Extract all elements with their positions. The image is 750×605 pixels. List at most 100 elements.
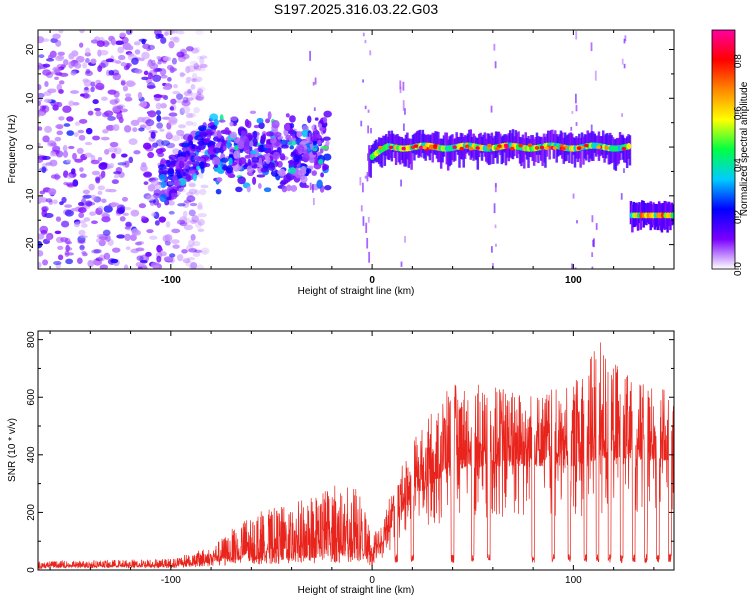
spectrogram-blob	[173, 84, 178, 89]
spectrogram-blob	[258, 157, 263, 165]
spectrogram-blob	[167, 200, 175, 206]
colorbar-bar	[711, 29, 736, 270]
spectrogram-blob	[158, 164, 167, 170]
snr-ylabel: SNR (10 * v/v)	[7, 418, 18, 482]
spectrogram-blob	[195, 220, 203, 229]
spectrogram-blob	[168, 112, 178, 117]
spectrogram-blob	[186, 65, 196, 73]
spectrogram-blob	[156, 255, 162, 263]
spectrogram-blob	[55, 150, 64, 158]
spectrogram-blob	[142, 172, 152, 177]
spectrogram-blob	[53, 260, 62, 266]
spectrogram-blob	[85, 200, 93, 207]
spectrogram-streak	[364, 39, 367, 44]
spectrogram-streak	[620, 193, 623, 200]
spectrogram-blob	[181, 99, 191, 107]
spectrogram-blob	[190, 92, 199, 100]
spectrogram-blob	[116, 204, 126, 212]
spectrogram-blob	[38, 142, 41, 147]
spectrogram-blob	[141, 38, 146, 45]
spectrogram-peak	[388, 145, 394, 150]
spectrogram-blob	[122, 212, 130, 216]
spectrogram-streak	[490, 246, 493, 253]
y-tick-label: 0	[25, 144, 36, 150]
spectrogram-blob	[196, 90, 202, 97]
spectrogram-blob	[207, 146, 216, 155]
spectrogram-blob	[108, 162, 115, 169]
spectrogram-blob	[137, 91, 143, 100]
spectrogram-blob	[317, 123, 322, 128]
spectrogram-blob	[79, 244, 85, 251]
spectrogram-band-halo	[625, 136, 629, 169]
spectrogram-blob	[188, 209, 196, 217]
spectrogram-blob	[171, 228, 181, 234]
spectrogram-blob	[147, 151, 155, 159]
spectrogram-blob	[104, 149, 109, 155]
spectrogram-blob	[49, 71, 59, 75]
spectrogram-band-halo	[616, 137, 619, 166]
spectrogram-band-halo	[569, 132, 573, 152]
spectrogram-band-halo	[517, 131, 520, 155]
spectrogram-band-halo	[408, 138, 412, 165]
spectrogram-blob	[85, 47, 91, 55]
spectrogram-blob	[151, 212, 157, 217]
spectrogram-band-halo	[458, 136, 461, 168]
spectrogram-blob	[173, 179, 181, 187]
spectrogram-blob	[61, 196, 67, 204]
spectrogram-blob	[300, 175, 308, 184]
spectrogram-blob	[194, 65, 202, 71]
spectrogram-streak	[399, 80, 402, 90]
spectrogram-blob	[228, 157, 233, 166]
spectrogram-blob	[111, 116, 117, 121]
spectrogram-blob	[130, 119, 140, 126]
spectrogram-blob	[79, 167, 84, 172]
spectrogram-band-halo	[410, 138, 413, 170]
spectrogram-blob	[155, 102, 162, 110]
spectrogram-peak	[459, 146, 464, 151]
spectrogram-blob	[95, 177, 101, 184]
spectrogram-blob	[170, 98, 177, 105]
spectrogram-blob	[55, 40, 62, 47]
spectrogram-blob	[42, 259, 49, 266]
spectrogram-blob	[127, 45, 134, 51]
snr-ticks: -100 0 100 0 200 400 600 800	[26, 331, 674, 586]
spectrogram-band-halo	[580, 132, 584, 151]
spectrogram-blob	[170, 158, 176, 166]
spectrogram-band-halo	[455, 132, 458, 152]
spectrogram-blob	[60, 220, 70, 228]
spectrogram-blob	[189, 60, 198, 66]
spectrogram-blob	[129, 234, 137, 241]
spectrogram-blob	[322, 136, 331, 141]
spectrogram-streak	[400, 261, 403, 267]
spectrogram-blob	[212, 156, 221, 166]
spectrogram-blob	[114, 40, 125, 46]
spectrogram-blob	[188, 264, 196, 269]
spectrogram-blob	[38, 250, 44, 257]
spectrogram-blob	[235, 186, 243, 193]
spectrogram-blob	[155, 33, 161, 40]
spectrogram-band-halo	[554, 130, 557, 150]
spectrogram-blob	[116, 112, 123, 120]
spectrogram-blob	[197, 88, 204, 95]
spectrogram-blob	[157, 247, 164, 252]
spectrogram-blob	[164, 31, 169, 36]
spectrogram-band-halo	[523, 138, 526, 169]
spectrogram-blob	[73, 221, 80, 228]
spectrogram-blob	[152, 74, 162, 82]
spectrogram-blob	[287, 167, 297, 174]
spectrogram-blob	[90, 58, 97, 64]
spectrogram-streak	[362, 79, 365, 83]
spectrogram-blob	[161, 116, 171, 120]
spectrogram-streak	[591, 266, 594, 269]
spectrogram-blob	[125, 221, 132, 228]
spectrogram-streak	[370, 128, 372, 134]
y-tick-label: -10	[25, 188, 36, 203]
spectrogram-blob	[168, 210, 175, 215]
spectrogram-blob	[134, 49, 141, 55]
spectrogram-blob	[109, 141, 119, 148]
spectrogram-streak	[575, 122, 578, 126]
spectrogram-blob	[253, 124, 260, 129]
spectrogram-blob	[160, 102, 167, 109]
spectrogram-blob	[191, 121, 197, 127]
